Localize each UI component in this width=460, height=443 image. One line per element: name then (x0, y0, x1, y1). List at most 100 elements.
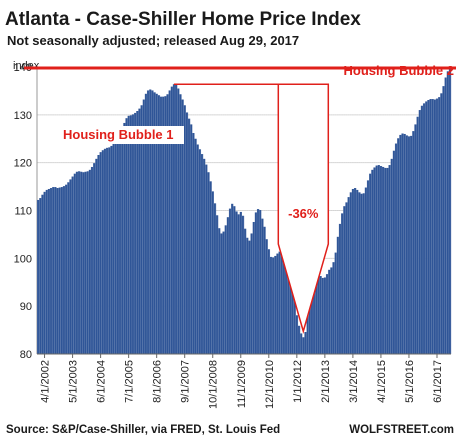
bar (121, 128, 124, 354)
y-axis-ticks: 80 90 100 110 120 130 140 (14, 62, 32, 361)
source-note: Source: S&P/Case-Shiller, via FRED, St. … (6, 424, 280, 436)
bar (382, 166, 385, 354)
bar (88, 169, 92, 354)
bar (131, 114, 135, 354)
bar (338, 223, 342, 354)
bar (73, 173, 76, 354)
x-tick-label: 2/1/2013 (320, 360, 332, 403)
bar (108, 147, 111, 354)
bar (114, 142, 117, 354)
bar (321, 277, 324, 354)
x-tick-label: 5/1/2003 (68, 360, 80, 403)
bar (67, 182, 70, 354)
bar (254, 212, 258, 354)
bar (433, 99, 437, 354)
bar (205, 164, 208, 354)
bar (86, 171, 89, 354)
bar (226, 217, 230, 354)
bar (446, 71, 449, 354)
brand-label: WOLFSTREET.com (349, 424, 454, 436)
bar (153, 92, 156, 354)
bar (142, 99, 145, 354)
bar (246, 237, 249, 354)
bar (431, 99, 434, 354)
x-tick-label: 4/1/2002 (40, 360, 52, 403)
bar (317, 276, 320, 354)
bar (438, 97, 441, 354)
bar (444, 77, 447, 355)
bar (39, 198, 42, 354)
bar (366, 180, 370, 354)
bar (198, 149, 202, 354)
bar (349, 192, 352, 354)
bar (237, 214, 240, 354)
bar (420, 105, 424, 355)
bar (442, 86, 445, 354)
bar (276, 253, 279, 354)
bar (261, 218, 264, 354)
bar (80, 171, 83, 354)
bar (364, 187, 368, 354)
bar (116, 139, 120, 354)
bar (263, 226, 266, 354)
bar (162, 96, 165, 354)
bar (274, 255, 277, 354)
housing-bubble-1-label: Housing Bubble 1 (63, 127, 174, 142)
bar (103, 148, 107, 354)
chart-title: Atlanta - Case-Shiller Home Price Index (5, 9, 361, 30)
x-axis-ticks: 4/1/2002 5/1/2003 6/1/2004 7/1/2005 8/1/2006… (40, 354, 444, 409)
bar (183, 105, 186, 355)
x-tick-label: 5/1/2016 (404, 360, 416, 403)
bar (231, 203, 234, 354)
bar (250, 233, 253, 354)
bar (118, 134, 122, 354)
bar (306, 315, 309, 354)
bar (259, 210, 262, 354)
y-tick-label: 130 (14, 110, 32, 122)
bar (157, 95, 161, 354)
bar (332, 262, 335, 354)
bar (155, 93, 158, 354)
bar (297, 325, 301, 354)
drop-percent-label: -36% (288, 206, 319, 221)
bar (405, 135, 409, 354)
bar (54, 187, 57, 354)
bar (280, 250, 283, 354)
bar (140, 105, 143, 355)
bar (319, 276, 322, 354)
y-tick-label: 90 (20, 301, 32, 313)
bar (287, 248, 290, 354)
bar (422, 103, 426, 354)
bar (386, 167, 389, 354)
x-tick-label: 11/1/2009 (236, 360, 248, 408)
bar (351, 188, 355, 354)
bar (295, 315, 299, 354)
x-tick-label: 12/1/2010 (264, 360, 276, 409)
bar (265, 239, 268, 354)
bar (166, 94, 169, 354)
bar (248, 240, 251, 354)
bar (144, 93, 148, 354)
bar (256, 209, 260, 354)
bar (373, 167, 376, 354)
bar (358, 192, 361, 354)
bar (52, 187, 55, 354)
bar (418, 110, 421, 354)
bar (403, 133, 406, 354)
bar (429, 99, 432, 354)
bar (84, 171, 87, 354)
bar (62, 186, 66, 354)
bar (71, 176, 74, 354)
bar (65, 184, 68, 354)
bar (110, 145, 113, 354)
bar (168, 90, 171, 354)
bar (410, 135, 413, 354)
bar (394, 143, 398, 354)
x-tick-label: 4/1/2015 (376, 360, 388, 403)
bar (360, 193, 363, 354)
bar (170, 86, 173, 355)
bar (56, 188, 59, 354)
bar (134, 112, 137, 354)
